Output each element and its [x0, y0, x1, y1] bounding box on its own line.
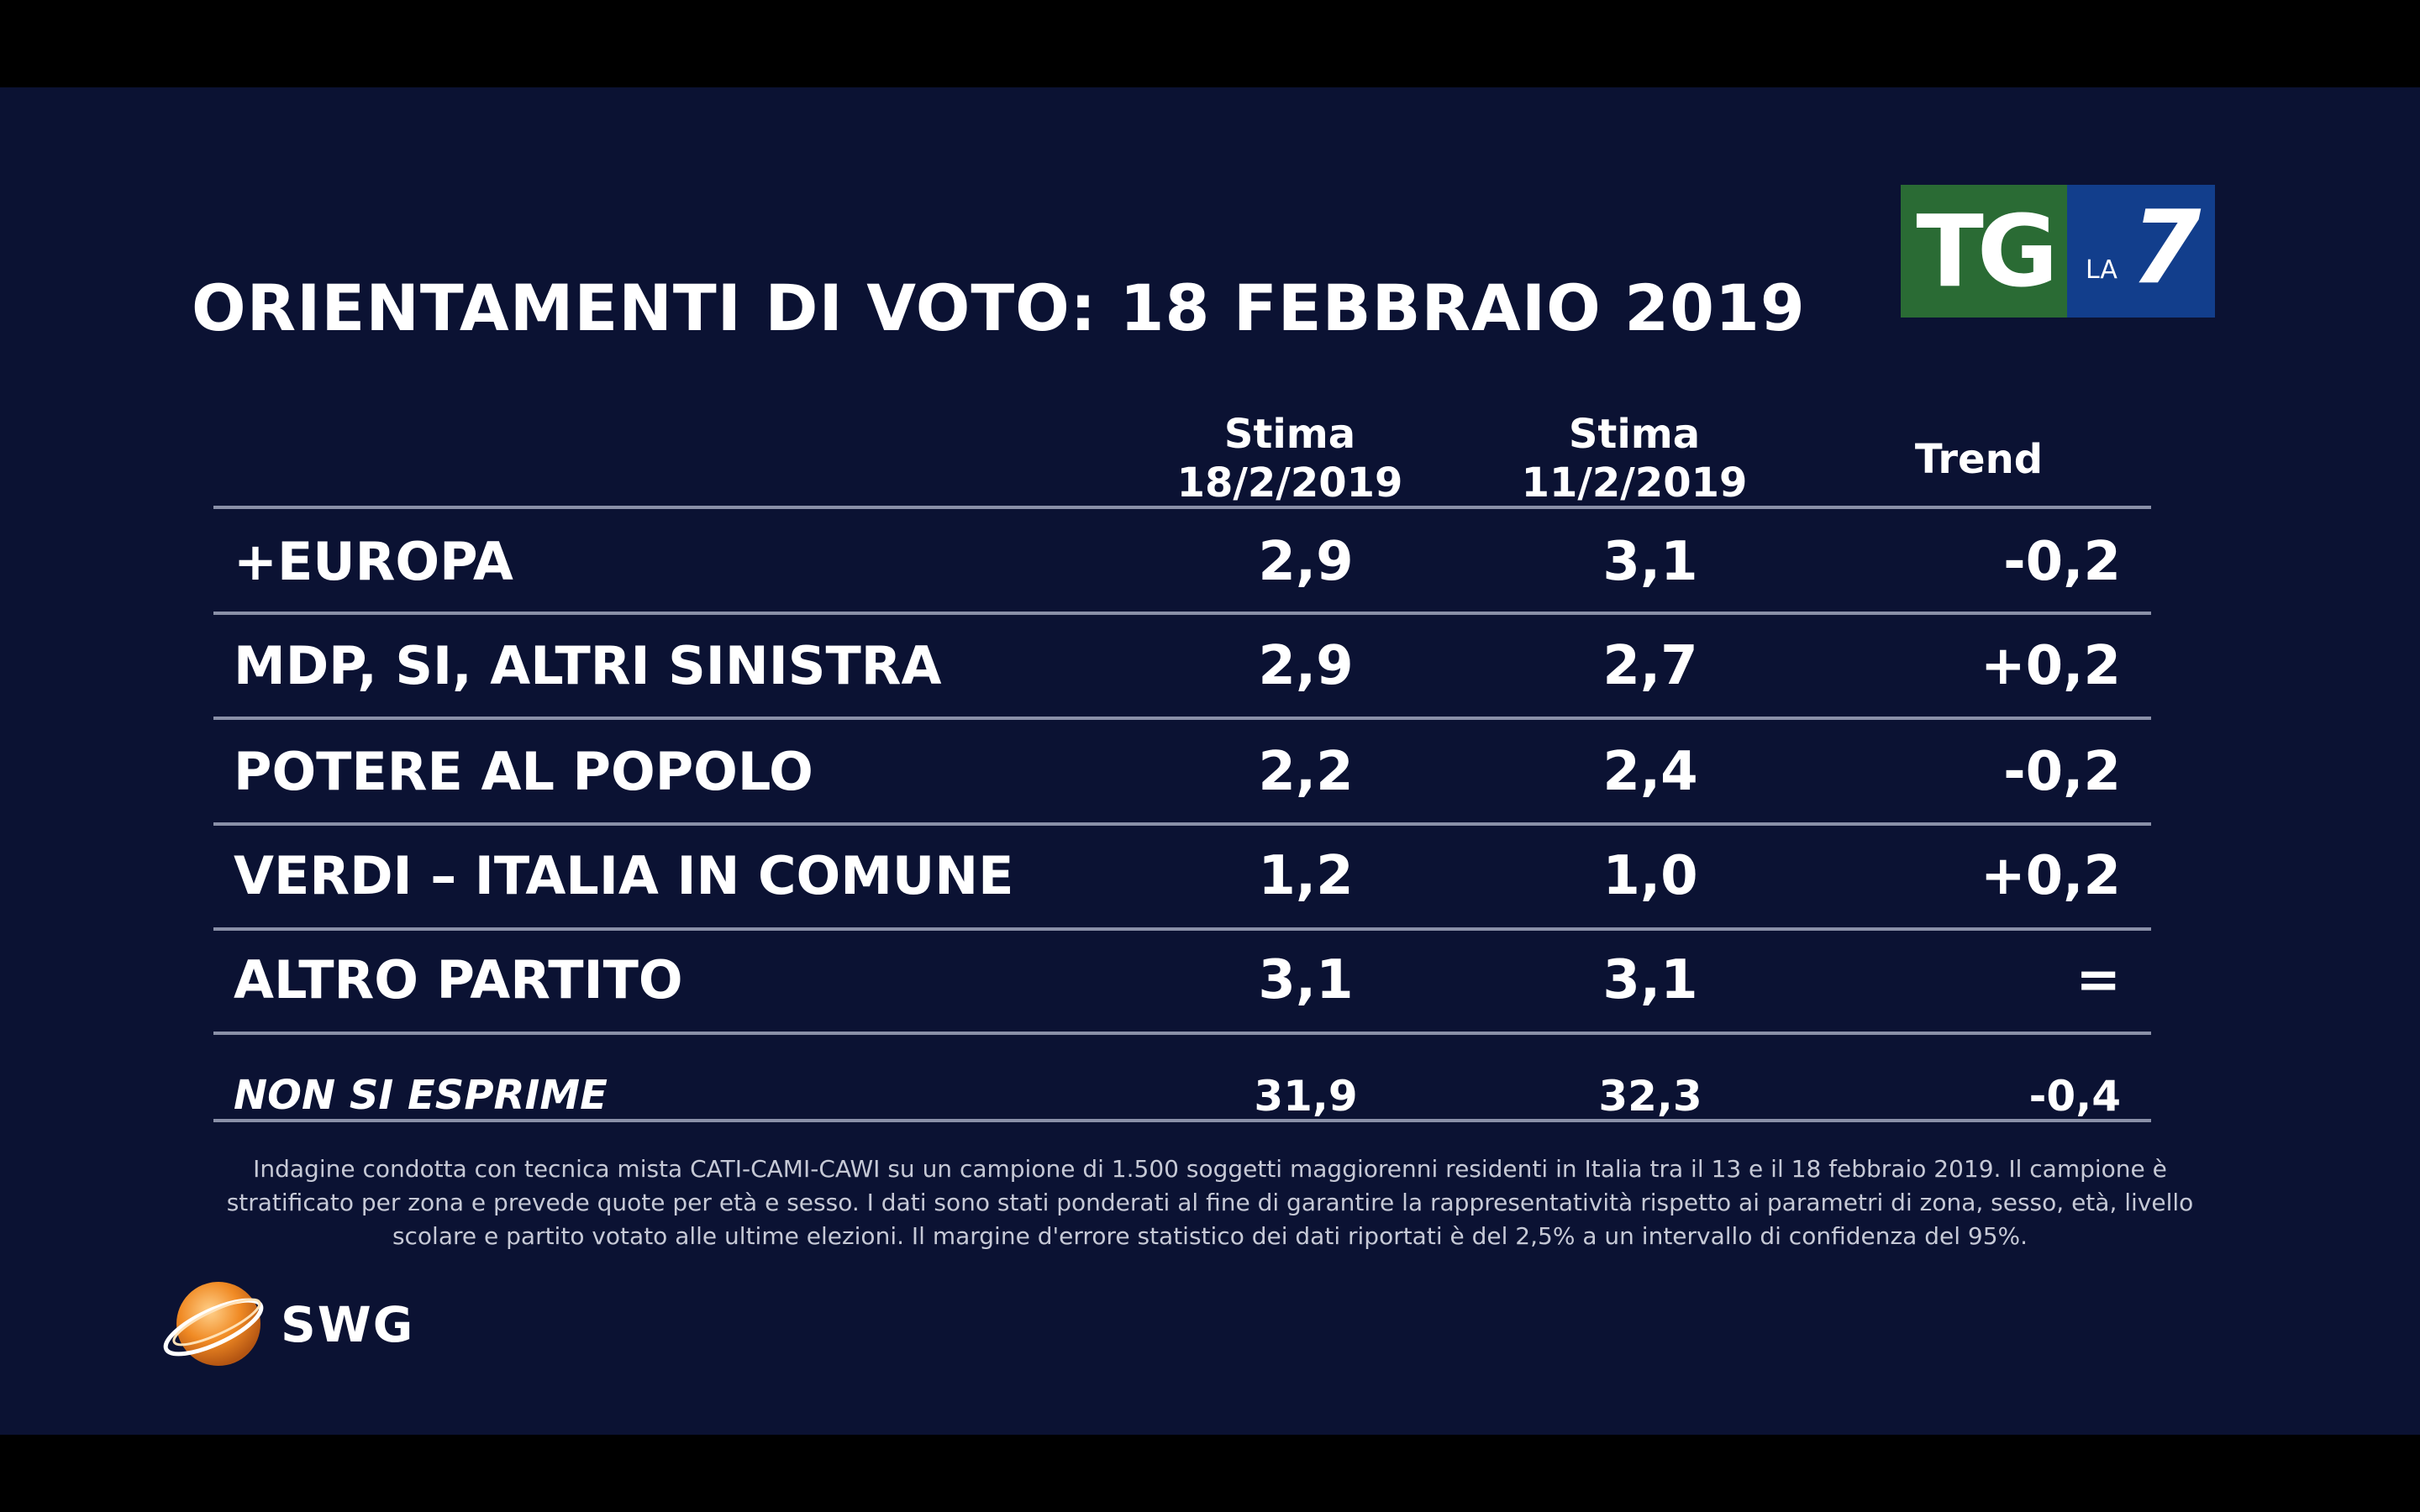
column-header-current-line1: Stima	[1223, 411, 1356, 458]
estimate-current: 2,9	[1258, 531, 1354, 593]
estimate-previous: 3,1	[1602, 949, 1698, 1011]
party-name: POTERE AL POPOLO	[234, 741, 813, 802]
estimate-previous: 2,7	[1602, 635, 1698, 697]
table-divider	[213, 1119, 2151, 1122]
trend-value: -0,2	[2003, 741, 2121, 803]
estimate-previous: 2,4	[1602, 741, 1698, 803]
trend-value: -0,2	[2003, 531, 2121, 593]
party-name: ALTRO PARTITO	[234, 949, 683, 1011]
tg-la7-logo: TG LA 7	[1901, 185, 2215, 318]
estimate-previous: 1,0	[1602, 845, 1698, 907]
estimate-current: 2,9	[1258, 635, 1354, 697]
table-divider	[213, 822, 2151, 826]
logo-la7: LA 7	[2067, 185, 2215, 318]
methodology-note: Indagine condotta con tecnica mista CATI…	[226, 1155, 2194, 1250]
estimate-current: 2,2	[1258, 741, 1354, 803]
estimate-current: 31,9	[1254, 1072, 1358, 1121]
logo-tg: TG	[1901, 185, 2067, 318]
swg-globe-icon	[161, 1275, 271, 1374]
swg-logo: SWG	[161, 1275, 414, 1374]
trend-value: +0,2	[1981, 635, 2121, 697]
party-name: VERDI – ITALIA IN COMUNE	[234, 845, 1014, 906]
estimate-previous: 3,1	[1602, 531, 1698, 593]
swg-brand-text: SWG	[281, 1296, 415, 1353]
column-header-trend: Trend	[1914, 436, 2044, 483]
page-title: ORIENTAMENTI DI VOTO: 18 FEBBRAIO 2019	[192, 270, 1806, 345]
column-header-previous-line1: Stima	[1568, 411, 1701, 458]
column-header-current-line2: 18/2/2019	[1176, 459, 1403, 507]
logo-seven: 7	[2131, 190, 2202, 307]
trend-value: -0,4	[2028, 1072, 2121, 1121]
column-header-previous-line2: 11/2/2019	[1521, 459, 1748, 507]
table-divider	[213, 612, 2151, 615]
estimate-previous: 32,3	[1598, 1072, 1702, 1121]
trend-value: +0,2	[1981, 845, 2121, 907]
estimate-current: 3,1	[1258, 949, 1354, 1011]
table-divider	[213, 1032, 2151, 1035]
table-divider	[213, 717, 2151, 720]
estimate-current: 1,2	[1258, 845, 1354, 907]
table-divider	[213, 927, 2151, 931]
party-name: +EUROPA	[234, 531, 513, 592]
party-name: NON SI ESPRIME	[234, 1072, 608, 1119]
logo-la: LA	[2086, 255, 2118, 285]
table-divider	[213, 506, 2151, 509]
trend-value: =	[2075, 949, 2121, 1011]
party-name: MDP, SI, ALTRI SINISTRA	[234, 635, 942, 696]
column-header-current: Stima 18/2/2019	[1151, 410, 1428, 507]
column-header-previous: Stima 11/2/2019	[1496, 410, 1773, 507]
